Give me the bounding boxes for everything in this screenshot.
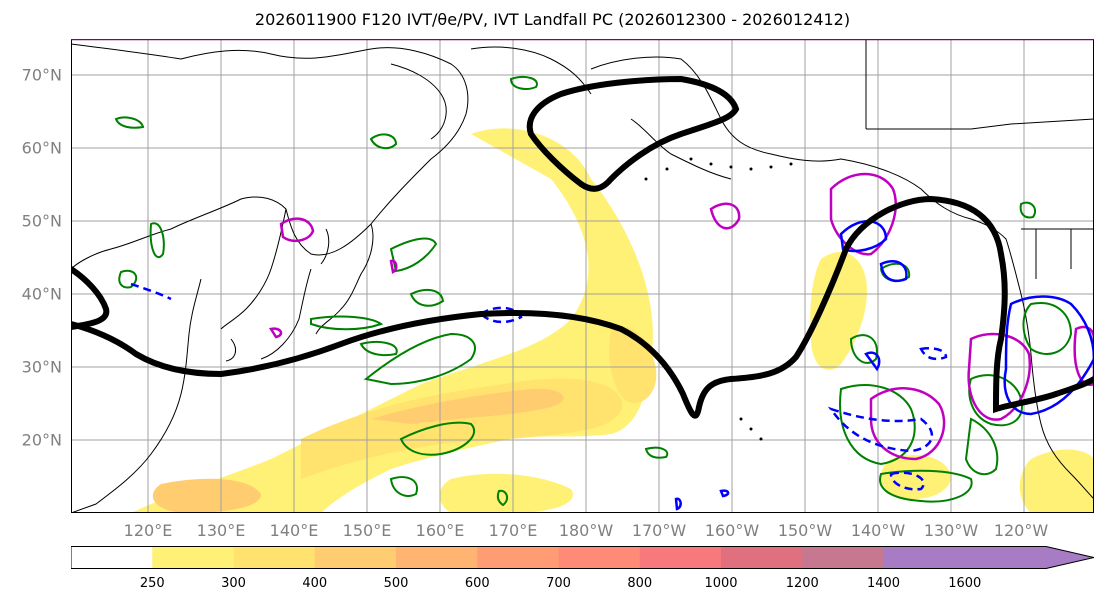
lon-label: 160°E [415, 521, 465, 540]
colorbar-cell [477, 546, 559, 569]
lon-label: 130°E [196, 521, 246, 540]
colorbar-cell [71, 546, 153, 569]
colorbar-tick-label: 1400 [866, 576, 901, 591]
map-panel [71, 39, 1094, 513]
lon-label: 120°E [123, 521, 173, 540]
pv-negative-contours [130, 220, 1094, 511]
theta-e-contours [114, 76, 1073, 507]
colorbar-cell [883, 546, 1046, 569]
lon-label: 140°W [850, 521, 906, 540]
lon-label: 170°W [631, 521, 687, 540]
colorbar-tick-label: 250 [139, 576, 165, 591]
lat-label: 60°N [21, 138, 62, 158]
lon-label: 130°W [923, 521, 979, 540]
colorbar-tick-label: 600 [464, 576, 490, 591]
lon-label: 150°W [777, 521, 833, 540]
lat-label: 70°N [21, 65, 62, 85]
ivt-landfall-pc-contour [71, 75, 1094, 419]
lon-label: 120°W [993, 521, 1049, 540]
colorbar-tick-label: 1000 [704, 576, 738, 591]
lon-label: 160°W [704, 521, 760, 540]
lon-label: 170°E [488, 521, 538, 540]
colorbar-tick-label: 1600 [948, 576, 982, 591]
map-title: 2026011900 F120 IVT/θe/PV, IVT Landfall … [254, 10, 851, 29]
colorbar-tick-label: 400 [302, 576, 328, 591]
colorbar-cell [639, 546, 722, 569]
lon-label: 140°E [269, 521, 319, 540]
lat-label: 40°N [21, 284, 62, 304]
colorbar-cell [314, 546, 397, 569]
lon-label: 150°E [342, 521, 392, 540]
colorbar-cell [233, 546, 316, 569]
colorbar-cell [721, 546, 803, 569]
coastlines [71, 39, 1094, 513]
colorbar-tick-label: 700 [546, 576, 571, 591]
colorbar-cell [396, 546, 478, 569]
colorbar-extend-arrow [1046, 546, 1094, 569]
colorbar-tick-label: 800 [627, 576, 653, 591]
colorbar-tick-label: 1200 [785, 576, 819, 591]
aleutian-islands [644, 157, 793, 441]
lat-label: 30°N [21, 357, 62, 377]
colorbar-cell [152, 546, 234, 569]
colorbar-tick-label: 300 [221, 576, 246, 591]
ivt-colorbar [71, 546, 1094, 569]
colorbar-cell [802, 546, 884, 569]
lat-label: 50°N [21, 211, 62, 231]
colorbar-cell [558, 546, 641, 569]
graticule [71, 39, 1094, 513]
colorbar-tick-label: 500 [383, 576, 409, 591]
lat-label: 20°N [21, 430, 62, 450]
lon-label: 180°W [558, 521, 614, 540]
